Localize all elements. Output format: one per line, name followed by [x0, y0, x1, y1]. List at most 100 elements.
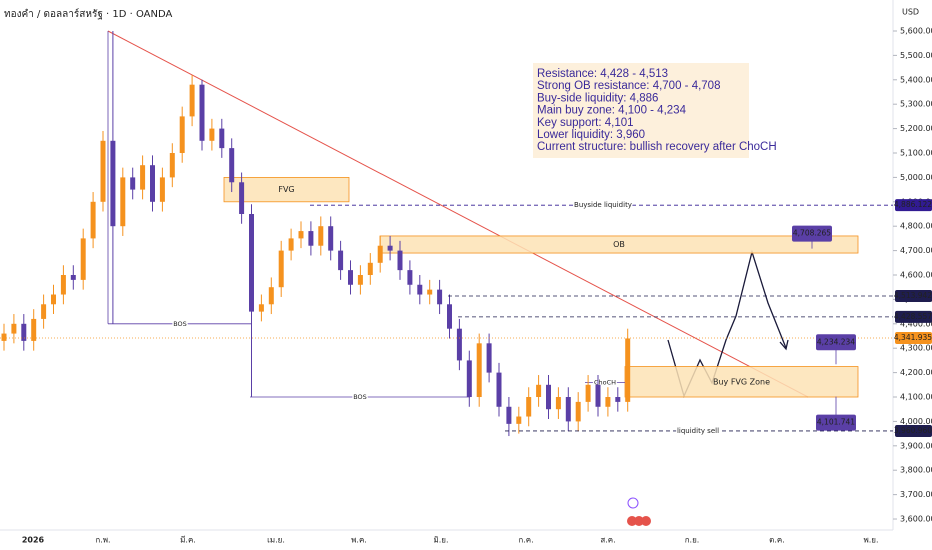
x-tick-label: มี.ค.	[180, 536, 196, 545]
candle-body	[110, 140, 116, 227]
candle-body	[387, 245, 393, 251]
candle-body	[417, 284, 423, 295]
currency-label: USD	[902, 8, 919, 17]
candle-body	[249, 214, 254, 312]
candle-body	[595, 384, 601, 407]
y-tick-label: 5,000.000	[900, 173, 932, 182]
candle-body	[526, 397, 532, 417]
candle-body	[229, 148, 235, 183]
level-label: liquidity sell	[677, 427, 719, 435]
callout	[816, 334, 856, 351]
y-tick-label: 4,300.000	[900, 344, 932, 353]
candle-body	[159, 177, 165, 202]
candle-body	[21, 323, 27, 341]
x-tick-label: ก.พ.	[95, 536, 110, 545]
candle-body	[70, 275, 76, 280]
price-tag-label: 4,886.122	[894, 200, 932, 209]
candle-body	[90, 201, 96, 239]
candle-body	[179, 116, 185, 153]
candle-body	[506, 406, 512, 424]
y-tick-label: 5,300.000	[900, 100, 932, 109]
candle-body	[377, 245, 383, 263]
y-tick-label: 3,600.000	[900, 515, 932, 524]
structure-label: ChoCH	[594, 378, 616, 386]
note-line: Current structure: bullish recovery afte…	[537, 141, 777, 153]
callout-label: 4,708.265	[793, 229, 831, 238]
candle-body	[130, 177, 136, 190]
candle-body	[367, 262, 373, 276]
notes-box	[533, 63, 749, 158]
candle-body	[397, 250, 403, 271]
symbol-title: ทองคำ / ดอลลาร์สหรัฐ · 1D · OANDA	[4, 8, 173, 20]
candle-body	[150, 165, 155, 202]
candle-body	[41, 304, 47, 319]
y-tick-label: 4,100.000	[900, 393, 932, 402]
candle-body	[427, 289, 433, 295]
note-line: Key support: 4,101	[537, 117, 634, 129]
x-tick-label: ก.ย.	[685, 536, 700, 545]
structure-label: BOS	[353, 393, 367, 401]
price-tag	[895, 331, 932, 344]
price-tag-label: 4,428.557	[894, 312, 932, 321]
zone-label: Buy FVG Zone	[713, 377, 770, 386]
note-line: Resistance: 4,428 - 4,513	[537, 68, 668, 80]
price-tag	[895, 290, 932, 303]
level-label: Buyside liquidity	[574, 201, 632, 209]
candle-body	[605, 397, 611, 407]
note-line: Lower liquidity: 3,960	[537, 129, 645, 141]
candle-body	[51, 294, 56, 305]
event-icon	[641, 516, 651, 526]
price-tag-label: 4,513.942	[894, 291, 932, 300]
y-tick-label: 4,200.000	[900, 368, 932, 377]
x-tick-label: ต.ค.	[769, 536, 785, 545]
callout	[816, 414, 856, 431]
candle-body	[536, 384, 542, 398]
structure-label: BOS	[173, 320, 187, 328]
x-tick-label: มิ.ย.	[433, 536, 448, 545]
candle-body	[407, 270, 413, 285]
candle-body	[60, 275, 66, 295]
trend-line	[107, 30, 809, 398]
x-tick-label: ส.ค.	[600, 536, 615, 545]
candle-body	[625, 338, 631, 402]
y-tick-label: 3,900.000	[900, 441, 932, 450]
projection-arrow	[779, 339, 789, 351]
candle-body	[318, 226, 324, 246]
candle-body	[466, 360, 472, 398]
y-tick-label: 4,400.000	[900, 319, 932, 328]
zone	[223, 176, 350, 203]
price-tag	[895, 424, 932, 437]
candle-body	[546, 384, 551, 410]
event-icon	[634, 516, 644, 526]
price-tag	[895, 199, 932, 212]
y-tick-label: 3,700.000	[900, 490, 932, 499]
candle-body	[209, 128, 215, 141]
candle-body	[80, 238, 86, 280]
candle-body	[239, 182, 245, 215]
candle-body	[357, 275, 363, 285]
candle-body	[496, 372, 502, 407]
y-tick-label: 4,700.000	[900, 246, 932, 255]
candle-body	[169, 152, 175, 178]
candle-body	[219, 128, 225, 149]
candle-body	[199, 84, 205, 141]
x-tick-label: พ.ค.	[351, 536, 367, 545]
x-tick-label: เม.ย.	[267, 536, 285, 545]
candle-body	[516, 416, 522, 424]
y-tick-label: 5,100.000	[900, 148, 932, 157]
y-tick-label: 4,800.000	[900, 222, 932, 231]
y-tick-label: 5,400.000	[900, 75, 932, 84]
y-tick-label: 4,600.000	[900, 271, 932, 280]
y-tick-label: 4,000.000	[900, 417, 932, 426]
candle-body	[565, 397, 571, 422]
bottom-icons	[627, 497, 651, 526]
price-tag-label: 3,960.960	[894, 426, 932, 435]
candle-body	[348, 270, 353, 285]
candle-body	[11, 323, 17, 334]
note-line: Buy-side liquidity: 4,886	[537, 92, 658, 104]
x-tick-label: พ.ย.	[863, 536, 878, 545]
candle-body	[268, 287, 274, 305]
price-tag	[895, 310, 932, 323]
callout-label: 4,101.741	[817, 418, 855, 427]
